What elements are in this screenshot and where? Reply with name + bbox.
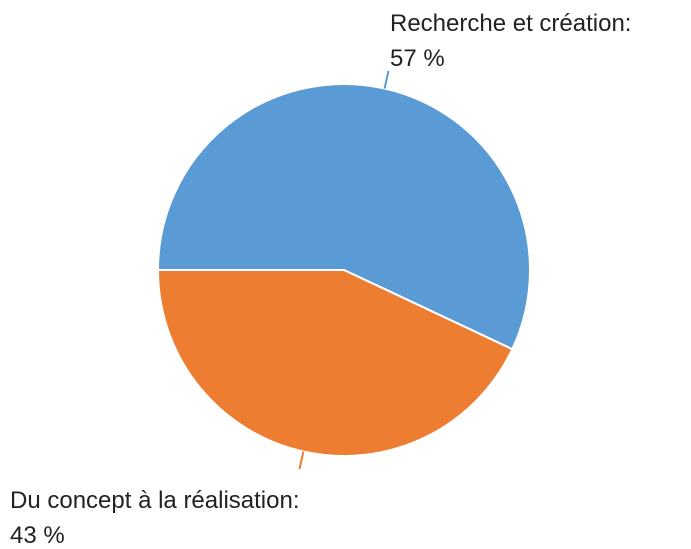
leader-line: [298, 451, 305, 470]
slice-value-label: 43 %: [10, 522, 65, 549]
slice-label: Recherche et création:: [390, 10, 631, 37]
slice-label: Du concept à la réalisation:: [10, 487, 300, 514]
slice-value-label: 57 %: [390, 45, 445, 72]
leader-line: [383, 70, 390, 89]
pie-slice: [156, 269, 514, 457]
pie-slice: [156, 83, 531, 351]
